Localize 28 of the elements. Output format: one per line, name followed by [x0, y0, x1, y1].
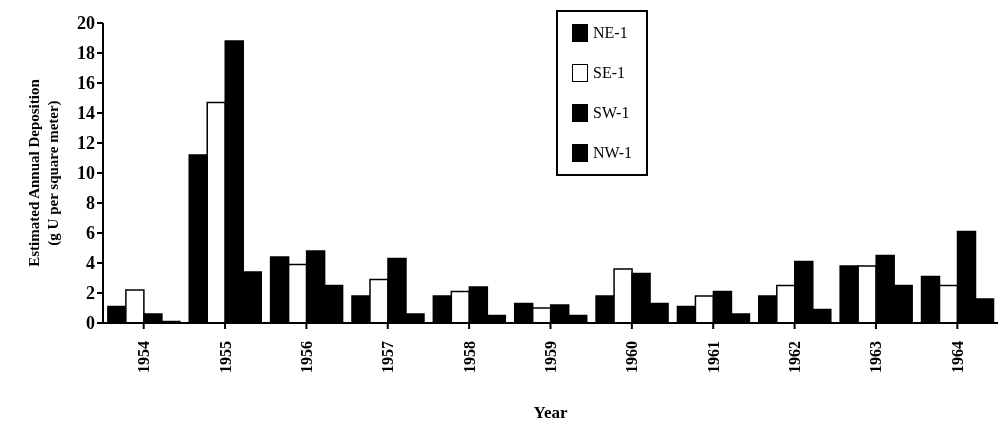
y-tick-label: 6 [86, 223, 95, 244]
x-tick-label: 1962 [786, 341, 804, 373]
legend-label: NW-1 [593, 144, 633, 162]
x-tick-label: 1955 [216, 341, 234, 373]
y-tick-label: 8 [86, 193, 95, 214]
x-tick-label: 1964 [948, 341, 966, 373]
y-tick-label: 14 [77, 103, 95, 124]
legend-label: SW-1 [593, 104, 630, 122]
y-axis-title: Estimated Annual Deposition (g U per square meter) [25, 78, 62, 267]
legend-label: SE-1 [593, 64, 625, 82]
legend-label: NE-1 [593, 24, 628, 42]
y-tick-label: 10 [77, 163, 95, 184]
x-tick-label: 1959 [542, 341, 559, 373]
y-tick-label: 0 [86, 313, 95, 334]
y-tick-label: 12 [77, 133, 95, 154]
y-tick-label: 20 [77, 13, 95, 34]
x-tick-label: 1957 [379, 341, 397, 373]
y-tick-label: 18 [77, 43, 95, 64]
x-tick-label: 1961 [704, 341, 722, 373]
y-tick-label: 2 [86, 283, 95, 304]
y-tick-label: 4 [86, 253, 95, 274]
x-tick-label: 1963 [867, 341, 885, 373]
x-tick-label: 1954 [135, 341, 153, 373]
x-tick-label: 1960 [623, 341, 641, 373]
x-tick-label: 1956 [297, 341, 315, 373]
x-axis-title: Year [533, 403, 568, 422]
x-tick-label: 1958 [460, 341, 478, 373]
y-tick-label: 16 [77, 73, 95, 94]
